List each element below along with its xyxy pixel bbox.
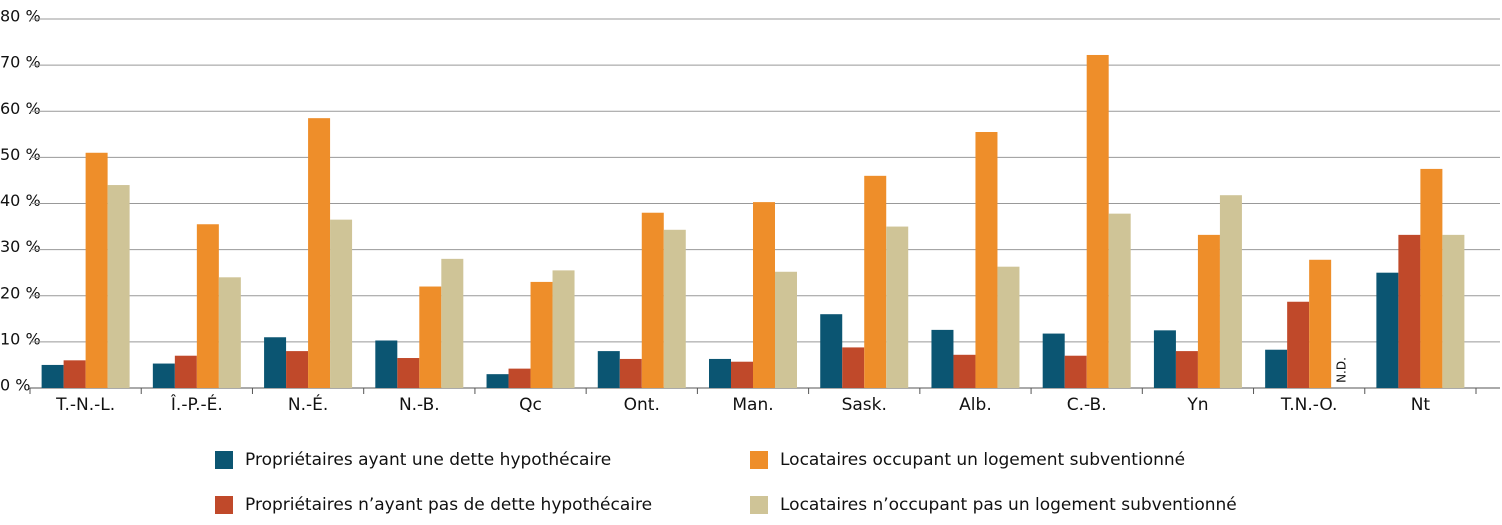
bar	[886, 226, 909, 388]
x-tick-label: Man.	[732, 395, 773, 415]
y-tick-label: 70 %	[0, 53, 41, 72]
x-tick-label: C.-B.	[1067, 395, 1107, 415]
x-tick-label: Ont.	[624, 395, 660, 415]
bar	[196, 224, 219, 388]
legend-label: Locataires occupant un logement subventi…	[780, 450, 1185, 470]
x-tick-label: Yn	[1186, 395, 1208, 415]
annotation: N.D.	[1335, 357, 1349, 383]
bar	[107, 185, 130, 388]
bar	[286, 351, 309, 388]
bar	[731, 361, 753, 388]
y-tick-label: 60 %	[0, 99, 41, 118]
legend-swatch	[750, 496, 768, 514]
bar	[508, 368, 531, 388]
x-tick-label: T.N.-O.	[1280, 395, 1338, 415]
bar	[820, 314, 843, 388]
bar	[1420, 168, 1443, 388]
y-tick-label: 50 %	[0, 145, 41, 164]
bar	[1197, 234, 1220, 388]
bar	[441, 258, 464, 388]
bar	[330, 219, 353, 388]
bar	[1287, 301, 1310, 388]
legend-label: Locataires n’occupant pas un logement su…	[780, 495, 1237, 515]
x-tick-label: N.-B.	[399, 395, 440, 415]
bar	[864, 175, 887, 388]
bar	[1086, 54, 1109, 388]
bar	[775, 271, 797, 388]
legend-label: Propriétaires ayant une dette hypothécai…	[245, 450, 611, 470]
y-tick-label: 40 %	[0, 191, 41, 210]
y-tick-label: 20 %	[0, 283, 41, 302]
bar	[641, 212, 664, 388]
legend-label: Propriétaires n’ayant pas de dette hypot…	[245, 495, 652, 515]
bar	[530, 281, 553, 388]
bar	[174, 355, 197, 388]
x-tick-label: T.-N.-L.	[55, 395, 115, 415]
bar	[663, 229, 686, 388]
bar	[63, 360, 86, 388]
bar	[1153, 330, 1176, 388]
y-tick-label: 30 %	[0, 237, 41, 256]
bar	[1042, 333, 1065, 388]
bar	[552, 270, 575, 388]
bar	[218, 277, 241, 388]
bar	[1398, 234, 1421, 388]
legend-swatch	[750, 451, 768, 469]
legend-swatch	[215, 496, 233, 514]
bar	[753, 202, 775, 388]
bar	[152, 363, 175, 388]
bar	[997, 266, 1020, 388]
y-tick-label: 80 %	[0, 7, 41, 26]
bar	[486, 374, 509, 388]
bar	[953, 354, 976, 388]
legend-swatch	[215, 451, 233, 469]
bar	[1265, 349, 1288, 388]
y-tick-label: 0 %	[0, 376, 30, 395]
bar	[85, 152, 108, 388]
bar	[397, 358, 420, 388]
x-tick-label: Sask.	[842, 395, 887, 415]
bar	[308, 118, 331, 388]
bar	[264, 337, 287, 388]
bar	[375, 340, 398, 388]
bar	[1442, 234, 1465, 388]
bar	[1064, 355, 1087, 388]
bar	[597, 351, 620, 388]
bar	[41, 364, 64, 388]
bar	[1309, 259, 1332, 388]
bar	[419, 286, 442, 388]
bar	[709, 358, 731, 388]
x-tick-label: Qc	[519, 395, 542, 415]
x-tick-label: Î.-P.-É.	[170, 393, 223, 415]
bar	[1219, 195, 1242, 388]
bar	[1376, 272, 1399, 388]
bar	[619, 358, 642, 388]
y-tick-label: 10 %	[0, 329, 41, 348]
x-tick-label: Alb.	[959, 395, 992, 415]
x-tick-label: Nt	[1411, 395, 1431, 415]
bar	[1108, 213, 1131, 388]
x-tick-label: N.-É.	[288, 393, 328, 415]
bar	[1175, 351, 1198, 388]
bar	[975, 132, 998, 388]
bar	[931, 329, 954, 388]
bar	[842, 347, 865, 388]
